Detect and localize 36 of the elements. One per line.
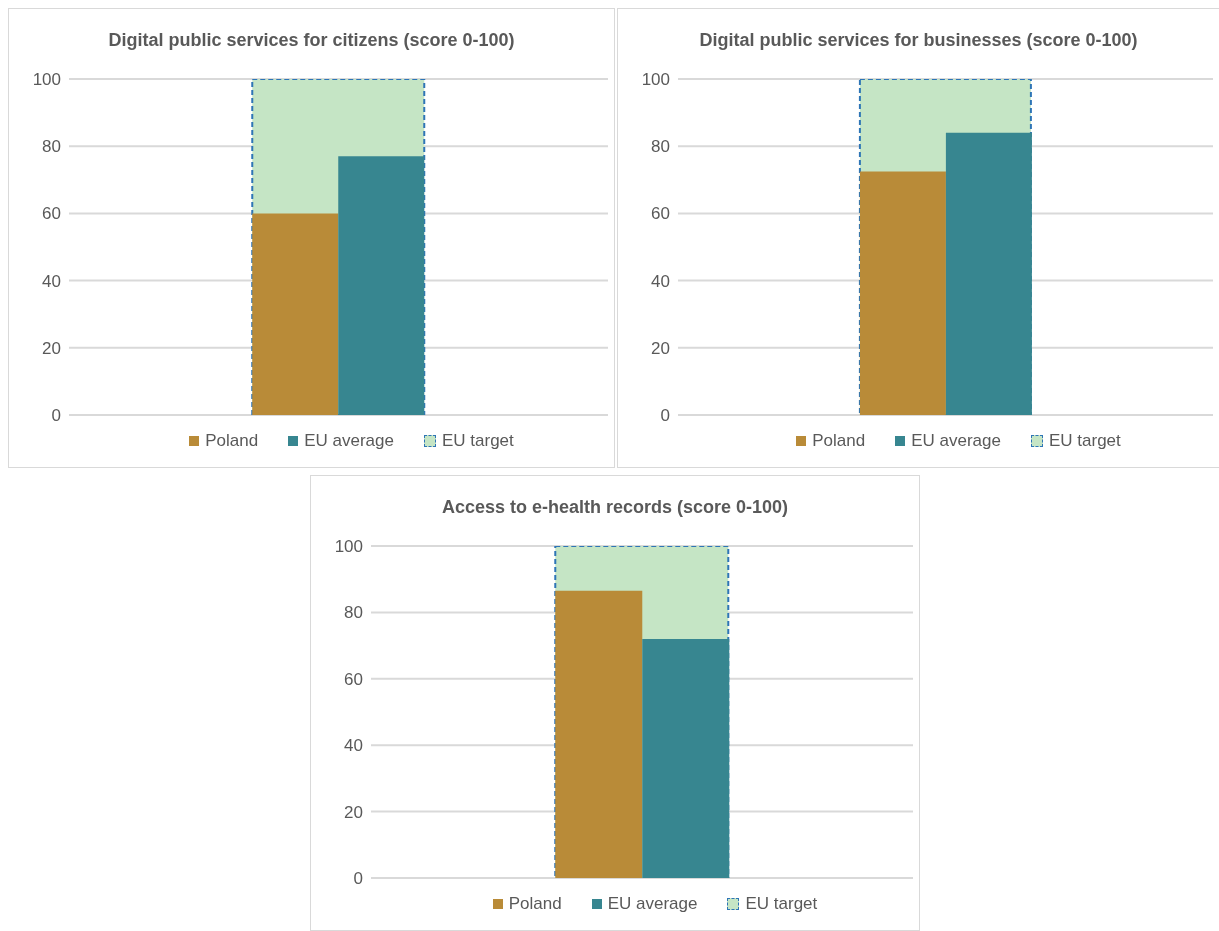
y-tick-label: 100 bbox=[334, 537, 363, 557]
y-tick-label: 40 bbox=[344, 736, 363, 756]
y-tick-label: 60 bbox=[42, 204, 61, 224]
chart-title: Digital public services for citizens (score 0-100) bbox=[107, 29, 516, 52]
y-tick-label: 100 bbox=[32, 70, 61, 90]
y-tick-label: 80 bbox=[651, 137, 670, 157]
y-tick-label: 60 bbox=[344, 669, 363, 689]
legend-label: Poland bbox=[811, 431, 866, 451]
chart-title: Access to e-health records (score 0-100) bbox=[440, 496, 790, 519]
y-tick-label: 0 bbox=[51, 406, 61, 426]
bar bbox=[338, 156, 425, 415]
legend-label: EU target bbox=[440, 431, 514, 451]
y-tick-label: 40 bbox=[651, 271, 670, 291]
y-tick-label: 60 bbox=[651, 204, 670, 224]
y-tick-label: 0 bbox=[353, 869, 363, 889]
bar bbox=[555, 590, 643, 878]
bar bbox=[642, 638, 730, 878]
legend-label: EU average bbox=[303, 431, 394, 451]
y-tick-label: 40 bbox=[42, 271, 61, 291]
y-tick-label: 20 bbox=[651, 338, 670, 358]
y-tick-label: 20 bbox=[42, 338, 61, 358]
legend-label: EU target bbox=[1047, 431, 1121, 451]
y-tick-label: 20 bbox=[344, 802, 363, 822]
bar bbox=[945, 132, 1032, 415]
legend-label: Poland bbox=[507, 894, 562, 914]
chart-title: Digital public services for businesses (score 0-100) bbox=[698, 29, 1139, 52]
bar bbox=[859, 171, 946, 415]
legend-label: EU target bbox=[744, 894, 818, 914]
y-tick-label: 80 bbox=[42, 137, 61, 157]
y-tick-label: 80 bbox=[344, 603, 363, 623]
legend-label: EU average bbox=[606, 894, 698, 914]
legend-label: EU average bbox=[910, 431, 1001, 451]
y-tick-label: 100 bbox=[641, 70, 670, 90]
bar bbox=[252, 213, 339, 415]
y-tick-label: 0 bbox=[660, 406, 670, 426]
legend-label: Poland bbox=[204, 431, 259, 451]
